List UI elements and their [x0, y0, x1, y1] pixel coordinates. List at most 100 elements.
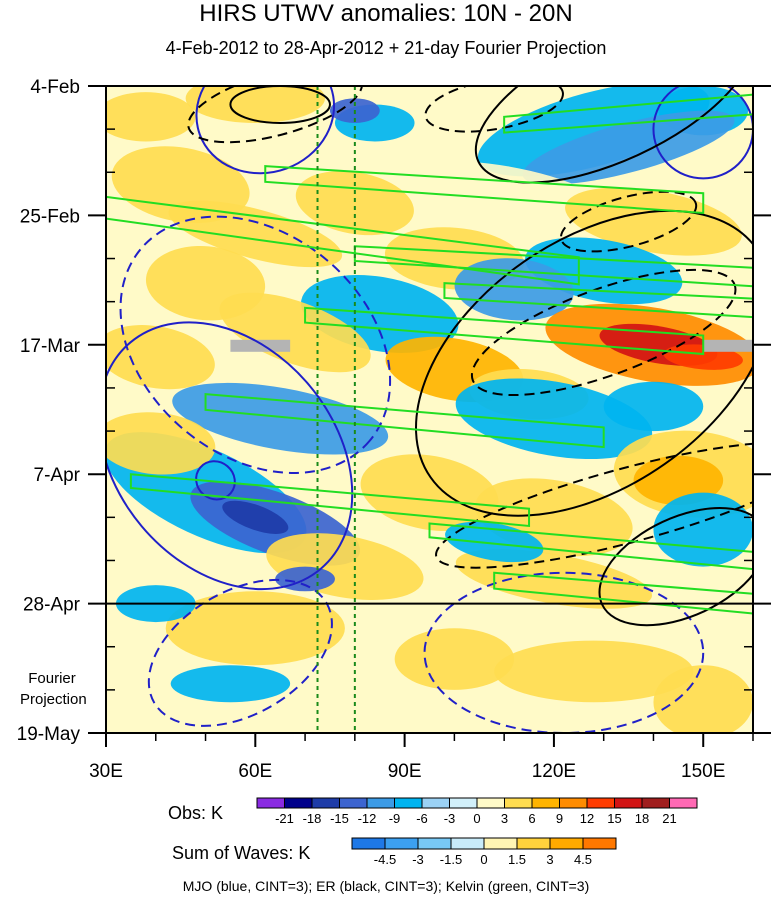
- waves-colorbar-level: -1.5: [440, 852, 462, 867]
- y-tick-label: 25-Feb: [20, 206, 80, 227]
- waves-colorbar-swatch: [582, 837, 617, 850]
- y-tick-label: 19-May: [17, 724, 81, 745]
- waves-colorbar-swatch: [417, 837, 452, 850]
- axes: 4-Feb 25-Feb 17-Mar 7-Apr 28-Apr 19-May 30E 60E…: [17, 77, 771, 782]
- anomaly-field: [106, 86, 753, 733]
- kelvin-contour: [304, 306, 705, 356]
- anomaly-patch: [455, 549, 653, 609]
- anomaly-patch: [477, 86, 710, 177]
- obs-colorbar-level: -15: [330, 811, 349, 826]
- obs-colorbar-level: 18: [635, 811, 649, 826]
- obs-colorbar-level: -18: [303, 811, 322, 826]
- anomaly-patch: [168, 200, 343, 268]
- contour-line: [652, 86, 753, 180]
- obs-colorbar-swatch: [256, 797, 285, 809]
- anomaly-patch: [170, 665, 291, 703]
- waves-colorbar-level: 0: [480, 852, 487, 867]
- obs-colorbar-swatch: [476, 797, 505, 809]
- waves-colorbar-level: -4.5: [374, 852, 396, 867]
- anomaly-patch: [394, 628, 515, 690]
- obs-colorbar: -21 -18 -15 -12 -9 -6 -3 0 3 6 9 12 15 18 21: [256, 797, 698, 826]
- projection-label-line2: Projection: [20, 691, 87, 708]
- x-tick-label: 30E: [89, 761, 123, 782]
- obs-colorbar-level: -6: [416, 811, 428, 826]
- contour-line: [559, 190, 698, 253]
- anomaly-patch: [653, 665, 753, 733]
- kelvin-contour: [264, 165, 705, 215]
- contour-line: [106, 321, 354, 591]
- obs-colorbar-swatch: [311, 797, 340, 809]
- obs-colorbar-swatch: [284, 797, 313, 809]
- obs-colorbar-swatch: [669, 797, 698, 809]
- waves-colorbar-swatch: [483, 837, 518, 850]
- waves-colorbar-level: -3: [412, 852, 424, 867]
- anomaly-patch: [165, 591, 345, 666]
- anomaly-patch: [522, 110, 735, 185]
- contour-line: [474, 86, 753, 184]
- anomaly-patch: [603, 381, 704, 432]
- anomaly-patch: [396, 161, 613, 233]
- contour-legend-note: MJO (blue, CINT=3); ER (black, CINT=3); …: [182, 878, 590, 894]
- obs-colorbar-level: 15: [607, 811, 621, 826]
- chart-title: HIRS UTWV anomalies: 10N - 20N: [199, 0, 573, 27]
- kelvin-contour: [443, 282, 753, 319]
- obs-colorbar-level: -3: [444, 811, 456, 826]
- waves-colorbar-swatch: [450, 837, 485, 850]
- obs-colorbar-level: 12: [580, 811, 594, 826]
- kelvin-contour: [106, 195, 580, 286]
- anomaly-patch: [633, 455, 724, 506]
- waves-colorbar-level: 1.5: [508, 852, 526, 867]
- obs-colorbar-level: -9: [389, 811, 401, 826]
- plot-frame: [105, 85, 754, 734]
- y-tick-label: 28-Apr: [23, 595, 81, 616]
- projection-label: Fourier Projection: [20, 668, 87, 710]
- anomaly-patch: [106, 325, 215, 390]
- obs-colorbar-swatch: [339, 797, 368, 809]
- colorbars: -21 -18 -15 -12 -9 -6 -3 0 3 6 9 12 15 18 21 -4.5 -3 -1.5…: [256, 797, 698, 867]
- obs-colorbar-label: Obs: K: [168, 803, 224, 823]
- waves-colorbar-label: Sum of Waves: K: [172, 843, 311, 863]
- kelvin-contour: [428, 522, 753, 571]
- waves-colorbar-swatch: [351, 837, 386, 850]
- kelvin-contour: [204, 393, 605, 449]
- kelvin-contour: [503, 93, 753, 134]
- reference-lines: [106, 86, 753, 733]
- missing-data-block: [230, 339, 291, 352]
- anomaly-patch: [339, 677, 420, 727]
- obs-colorbar-swatch: [614, 797, 643, 809]
- chart-subtitle: 4-Feb-2012 to 28-Apr-2012 + 21-day Fouri…: [165, 38, 607, 58]
- x-tick-label: 60E: [238, 761, 272, 782]
- x-tick-label: 150E: [681, 761, 725, 782]
- anomaly-patch: [565, 187, 742, 256]
- anomaly-patch: [494, 640, 694, 703]
- obs-colorbar-swatch: [531, 797, 560, 809]
- obs-colorbar-level: 21: [662, 811, 676, 826]
- missing-data-block: [703, 339, 753, 352]
- waves-colorbar-level: 4.5: [574, 852, 592, 867]
- obs-colorbar-level: 0: [473, 811, 480, 826]
- anomaly-patch: [219, 292, 371, 373]
- projection-label-line1: Fourier: [28, 670, 76, 687]
- anomaly-patch: [106, 92, 196, 142]
- obs-colorbar-swatch: [394, 797, 423, 809]
- contour-line: [229, 86, 331, 124]
- waves-colorbar-swatch: [516, 837, 551, 850]
- contour-line: [187, 86, 364, 144]
- obs-colorbar-level: -12: [358, 811, 377, 826]
- anomaly-patch: [653, 492, 753, 567]
- anomaly-patch: [172, 382, 389, 455]
- y-tick-label: 7-Apr: [34, 465, 81, 486]
- anomaly-patch: [360, 454, 499, 532]
- waves-colorbar-swatch: [384, 837, 419, 850]
- obs-colorbar-swatch: [559, 797, 588, 809]
- kelvin-contour: [493, 571, 753, 615]
- obs-colorbar-swatch: [421, 797, 450, 809]
- x-tick-label: 90E: [388, 761, 422, 782]
- obs-colorbar-level: 3: [501, 811, 508, 826]
- anomaly-patch: [222, 500, 289, 534]
- obs-colorbar-swatch: [366, 797, 395, 809]
- waves-colorbar-swatch: [549, 837, 584, 850]
- y-tick-label: 4-Feb: [30, 77, 80, 98]
- waves-colorbar-level: 3: [546, 852, 553, 867]
